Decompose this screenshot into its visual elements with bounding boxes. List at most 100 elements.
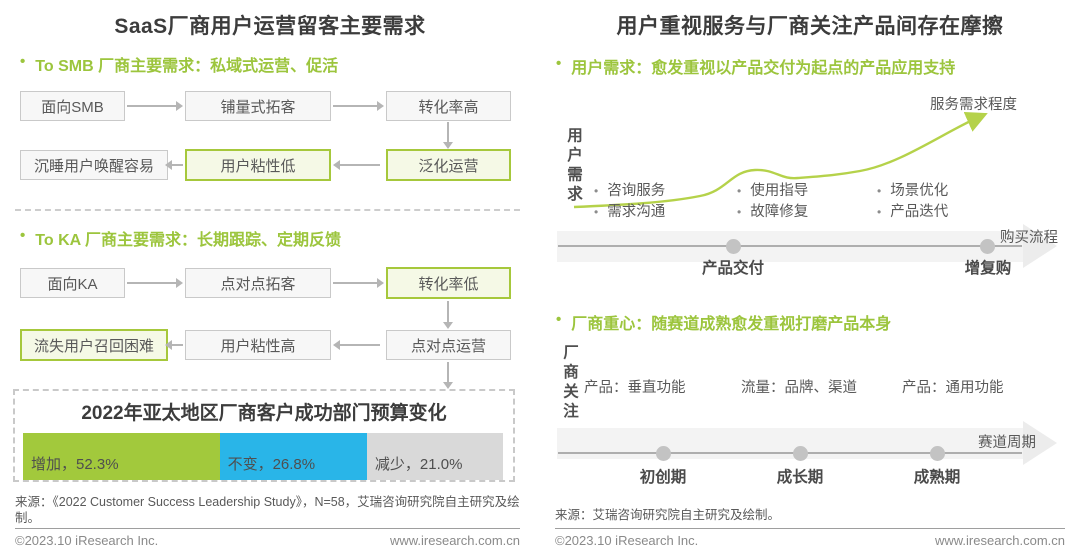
timeline-axis-label: 赛道周期: [978, 435, 1036, 451]
stage-item: • 故障修复: [737, 203, 808, 222]
timeline-axis-label: 购买流程: [1000, 230, 1058, 246]
timeline-arrowhead-icon: [1023, 224, 1057, 268]
bullet-ka: • To KA 厂商主要需求：长期跟踪、定期反馈: [20, 226, 341, 250]
timeline-dot: [930, 446, 945, 461]
website-link: www.iresearch.com.cn: [389, 533, 520, 548]
left-source: 来源：《2022 Customer Success Leadership Stu…: [15, 495, 520, 526]
footer-rule: [15, 528, 520, 529]
stage-item-text: 产品迭代: [890, 204, 949, 220]
vendor-axis-label: 厂商关注: [561, 344, 578, 422]
timeline-point-label: 产品交付: [701, 260, 764, 277]
flow-box-highlight: 转化率低: [386, 267, 511, 299]
flow-box: 面向KA: [20, 268, 125, 298]
timeline-dot: [726, 239, 741, 254]
stage-item: • 场景优化: [877, 182, 948, 201]
bullet-smb-text: To SMB 厂商主要需求：私域式运营、促活: [35, 58, 339, 75]
arrow-left-icon: [165, 160, 183, 170]
copyright-text: ©2023.10 iResearch Inc.: [555, 533, 699, 548]
vendor-stage-item: 流量：品牌、渠道: [741, 380, 857, 396]
right-panel: 用户重视服务与厂商关注产品间存在摩擦 • 用户需求：愈发重视以产品交付为起点的产…: [540, 0, 1080, 555]
vendor-stage-item: 产品：通用功能: [902, 380, 1004, 396]
timeline-line: [558, 452, 1022, 454]
stage-item-text: 故障修复: [750, 204, 809, 220]
flow-box: 转化率高: [386, 91, 511, 121]
list-dot-icon: •: [737, 184, 742, 198]
budget-chart-box: 2022年亚太地区厂商客户成功部门预算变化 增加，52.3% 不变，26.8% …: [13, 389, 515, 482]
list-dot-icon: •: [877, 184, 882, 198]
budget-chart-title: 2022年亚太地区厂商客户成功部门预算变化: [81, 403, 447, 424]
timeline-point-label: 初创期: [639, 469, 687, 486]
bullet-dot-icon: •: [20, 53, 26, 70]
arrow-down-icon: [443, 362, 453, 389]
bullet-vendor-focus-text: 厂商重心：随赛道成熟愈发重视打磨产品本身: [571, 316, 892, 333]
timeline-arrowhead-icon: [1023, 421, 1057, 465]
bullet-user-need: • 用户需求：愈发重视以产品交付为起点的产品应用支持: [556, 54, 955, 78]
footer-rule: [555, 528, 1065, 529]
bar-segment-label: 减少，21.0%: [374, 456, 463, 473]
left-title: SaaS厂商用户运营留客主要需求: [114, 15, 426, 38]
right-source: 来源：艾瑞咨询研究院自主研究及绘制。: [555, 508, 781, 522]
bar-segment-label: 不变，26.8%: [227, 456, 316, 473]
arrow-left-icon: [333, 340, 380, 350]
bar-segment-label: 增加，52.3%: [31, 456, 119, 473]
list-dot-icon: •: [594, 184, 599, 198]
stage-item-text: 场景优化: [890, 183, 949, 199]
stage-group-2: • 使用指导 • 故障修复: [737, 182, 808, 222]
dashed-divider: [15, 209, 520, 211]
stage-group-1: • 咨询服务 • 需求沟通: [594, 182, 665, 222]
left-footer: ©2023.10 iResearch Inc. www.iresearch.co…: [15, 533, 520, 548]
budget-stacked-bar: 增加，52.3% 不变，26.8% 减少，21.0%: [23, 433, 503, 480]
list-dot-icon: •: [737, 205, 742, 219]
arrow-left-icon: [165, 340, 183, 350]
flow-box-highlight: 泛化运营: [386, 149, 511, 181]
user-need-axis-label: 用户需求: [565, 127, 582, 205]
right-footer: ©2023.10 iResearch Inc. www.iresearch.co…: [555, 533, 1065, 548]
arrow-right-icon: [127, 101, 183, 111]
bullet-vendor-focus: • 厂商重心：随赛道成熟愈发重视打磨产品本身: [556, 310, 891, 334]
arrow-left-icon: [333, 160, 380, 170]
list-dot-icon: •: [877, 205, 882, 219]
stage-item: • 咨询服务: [594, 182, 665, 201]
stage-item: • 产品迭代: [877, 203, 948, 222]
bullet-dot-icon: •: [556, 311, 562, 328]
arrow-right-icon: [333, 278, 384, 288]
timeline-dot: [793, 446, 808, 461]
bullet-ka-text: To KA 厂商主要需求：长期跟踪、定期反馈: [35, 232, 342, 249]
service-demand-curve: [573, 112, 988, 209]
copyright-text: ©2023.10 iResearch Inc.: [15, 533, 159, 548]
bullet-smb: • To SMB 厂商主要需求：私域式运营、促活: [20, 52, 338, 76]
stage-group-3: • 场景优化 • 产品迭代: [877, 182, 948, 222]
bar-segment-decrease: 减少，21.0%: [366, 433, 503, 480]
bullet-dot-icon: •: [556, 55, 562, 72]
flow-box-highlight: 用户粘性低: [185, 149, 331, 181]
bar-segment-flat: 不变，26.8%: [219, 433, 367, 480]
timeline-point-label: 成熟期: [913, 469, 961, 486]
arrow-right-icon: [127, 278, 183, 288]
flow-box: 面向SMB: [20, 91, 125, 121]
bullet-user-need-text: 用户需求：愈发重视以产品交付为起点的产品应用支持: [571, 60, 956, 77]
timeline-line: [558, 245, 1022, 247]
timeline-dot: [656, 446, 671, 461]
arrow-right-icon: [333, 101, 384, 111]
stage-item: • 使用指导: [737, 182, 808, 201]
arrow-down-icon: [443, 301, 453, 329]
stage-item-text: 需求沟通: [607, 204, 666, 220]
stage-item: • 需求沟通: [594, 203, 665, 222]
flow-box: 点对点拓客: [185, 268, 331, 298]
timeline-point-label: 增复购: [964, 260, 1012, 277]
bullet-dot-icon: •: [20, 227, 26, 244]
stage-item-text: 使用指导: [750, 183, 809, 199]
curve-label: 服务需求程度: [930, 97, 1017, 113]
list-dot-icon: •: [594, 205, 599, 219]
website-link: www.iresearch.com.cn: [934, 533, 1065, 548]
arrow-down-icon: [443, 122, 453, 149]
flow-box: 点对点运营: [386, 330, 511, 360]
right-title: 用户重视服务与厂商关注产品间存在摩擦: [616, 15, 1004, 38]
flow-box-highlight: 流失用户召回困难: [20, 329, 168, 361]
timeline-dot: [980, 239, 995, 254]
stage-item-text: 咨询服务: [607, 183, 666, 199]
flow-box: 用户粘性高: [185, 330, 331, 360]
left-panel: SaaS厂商用户运营留客主要需求 • To SMB 厂商主要需求：私域式运营、促…: [13, 15, 520, 548]
flow-box: 沉睡用户唤醒容易: [20, 150, 168, 180]
